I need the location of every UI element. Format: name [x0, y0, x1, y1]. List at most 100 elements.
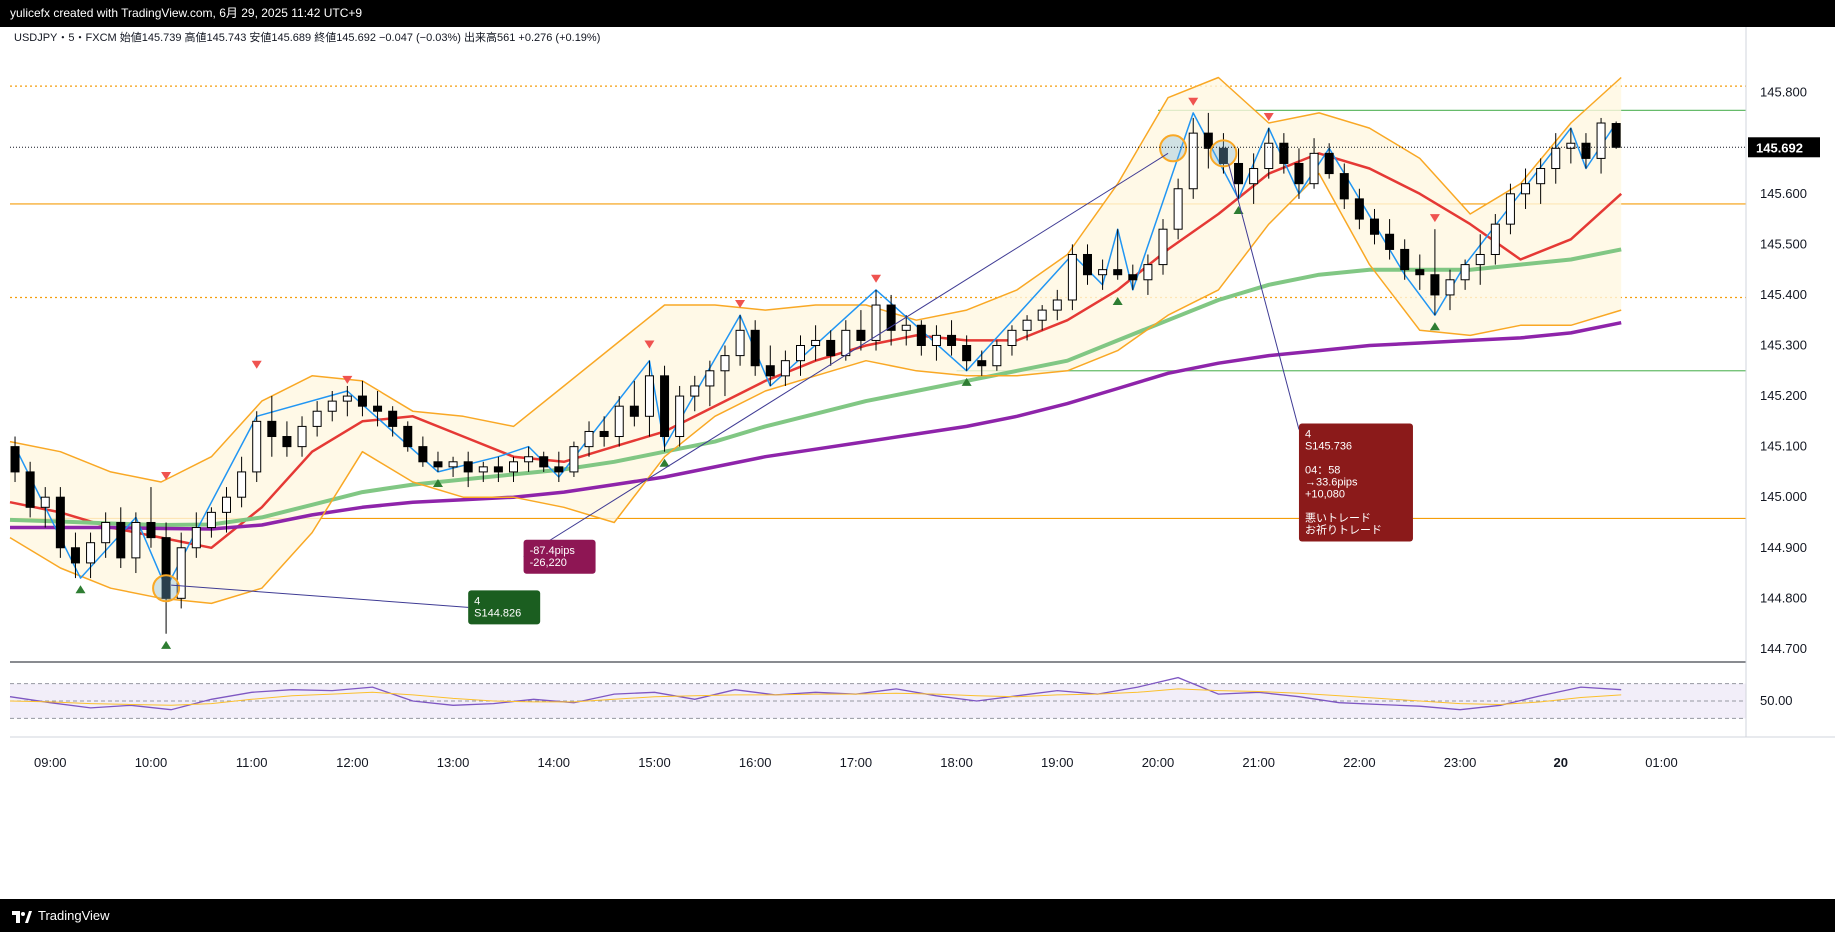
candle-body-51 [780, 360, 790, 377]
price-tick-3: 145.500 [1760, 236, 1807, 251]
candle-body-83 [1264, 142, 1274, 170]
pivot-low-marker-1 [161, 640, 172, 649]
pivot-high-marker-2 [342, 375, 353, 384]
candle-body-91 [1385, 233, 1395, 250]
candle-body-56 [856, 329, 866, 341]
annotation-link-0 [171, 584, 469, 608]
candle-body-14 [222, 496, 232, 513]
annotation-text-1-0: -87.4pips [530, 545, 576, 557]
pivot-high-marker-0 [161, 471, 172, 480]
candle-body-101 [1536, 168, 1546, 185]
candle-body-77 [1173, 188, 1183, 230]
candle-body-92 [1400, 248, 1410, 271]
annotation-text-2-7: 悪いトレード [1305, 511, 1371, 524]
candle-body-53 [811, 339, 821, 346]
annotation-text-2-0: 4 [1305, 428, 1311, 440]
candle-body-37 [569, 446, 579, 473]
candle-body-13 [206, 511, 216, 529]
brand-name: TradingView [38, 908, 110, 923]
price-chart[interactable]: 4S144.826-87.4pips-26,2204S145.73604：58→… [0, 27, 1835, 899]
price-tick-0: 145.800 [1760, 85, 1807, 100]
time-tick-7: 16:00 [739, 755, 772, 770]
candle-body-99 [1505, 193, 1515, 225]
candle-body-3 [55, 496, 65, 549]
candle-body-39 [599, 430, 609, 438]
candle-body-28 [433, 461, 443, 468]
rsi-value-label: 50.00 [1760, 693, 1793, 708]
candle-body-16 [252, 420, 262, 473]
last-price-label: 145.692 [1756, 140, 1803, 155]
candle-body-90 [1369, 218, 1379, 235]
price-tick-2: 145.600 [1760, 186, 1807, 201]
candle-body-9 [146, 521, 156, 539]
candle-body-38 [584, 430, 594, 448]
candle-body-82 [1249, 168, 1259, 185]
candle-body-103 [1566, 142, 1576, 149]
rsi-signal-line [9, 688, 1622, 706]
candle-body-63 [962, 345, 972, 362]
candle-body-20 [312, 410, 322, 427]
candle-body-96 [1460, 264, 1470, 281]
candle-body-12 [191, 527, 201, 549]
candle-body-48 [735, 329, 745, 357]
candle-body-80 [1218, 147, 1228, 164]
rsi-line [9, 676, 1622, 711]
price-tick-10: 144.800 [1760, 590, 1807, 605]
candle-body-21 [327, 400, 337, 412]
candle-body-43 [660, 375, 670, 438]
candle-body-44 [675, 395, 685, 438]
candle-body-47 [720, 355, 730, 372]
pivot-low-marker-2 [432, 479, 443, 488]
annotation-text-0-1: S144.826 [474, 607, 521, 619]
candle-body-10 [161, 537, 171, 599]
annotation-box-1 [523, 539, 596, 574]
candle-body-66 [1007, 329, 1017, 347]
last-price-box [1748, 137, 1820, 158]
time-tick-1: 10:00 [135, 755, 168, 770]
candle-body-22 [342, 395, 352, 402]
candle-body-65 [992, 345, 1002, 367]
time-tick-12: 21:00 [1242, 755, 1275, 770]
pivot-high-marker-1 [251, 360, 262, 369]
tradingview-logo-icon [12, 910, 32, 923]
candlesticks [10, 112, 1621, 634]
candle-body-6 [101, 521, 111, 544]
time-tick-3: 12:00 [336, 755, 369, 770]
candle-body-18 [282, 436, 292, 448]
candle-body-46 [705, 370, 715, 387]
trade-annotations: 4S144.826-87.4pips-26,2204S145.73604：58→… [171, 152, 1413, 625]
pivot-low-marker-0 [75, 585, 86, 594]
candle-body-95 [1445, 279, 1455, 296]
candle-body-29 [448, 461, 458, 468]
candle-body-0 [10, 446, 20, 473]
pivot-low-marker-3 [659, 458, 670, 467]
annotation-text-2-4: →33.6pips [1305, 476, 1358, 488]
series-line-4 [9, 172, 1622, 605]
candle-body-24 [373, 405, 383, 412]
time-tick-16: 01:00 [1645, 755, 1678, 770]
candle-body-31 [478, 466, 488, 473]
price-tick-11: 144.700 [1760, 641, 1807, 656]
candle-body-1 [25, 471, 35, 508]
candle-body-25 [388, 410, 398, 427]
candle-body-58 [886, 304, 896, 331]
candle-body-42 [644, 375, 654, 417]
candle-body-72 [1098, 269, 1108, 276]
time-tick-15: 20 [1554, 755, 1568, 770]
time-tick-13: 22:00 [1343, 755, 1376, 770]
candle-body-45 [690, 385, 700, 397]
candle-body-36 [554, 466, 564, 473]
candle-body-74 [1128, 274, 1138, 281]
candle-body-86 [1309, 152, 1319, 185]
candle-body-97 [1475, 253, 1485, 266]
time-tick-6: 15:00 [638, 755, 671, 770]
annotation-link-1 [523, 152, 1169, 558]
candle-body-79 [1203, 132, 1213, 149]
candle-body-54 [826, 339, 836, 357]
pivot-high-marker-4 [735, 300, 746, 309]
candle-body-40 [614, 405, 624, 438]
candle-body-41 [629, 405, 639, 417]
candle-body-33 [509, 461, 518, 473]
pivot-high-marker-5 [871, 274, 882, 283]
pivot-high-marker-8 [1429, 214, 1440, 223]
